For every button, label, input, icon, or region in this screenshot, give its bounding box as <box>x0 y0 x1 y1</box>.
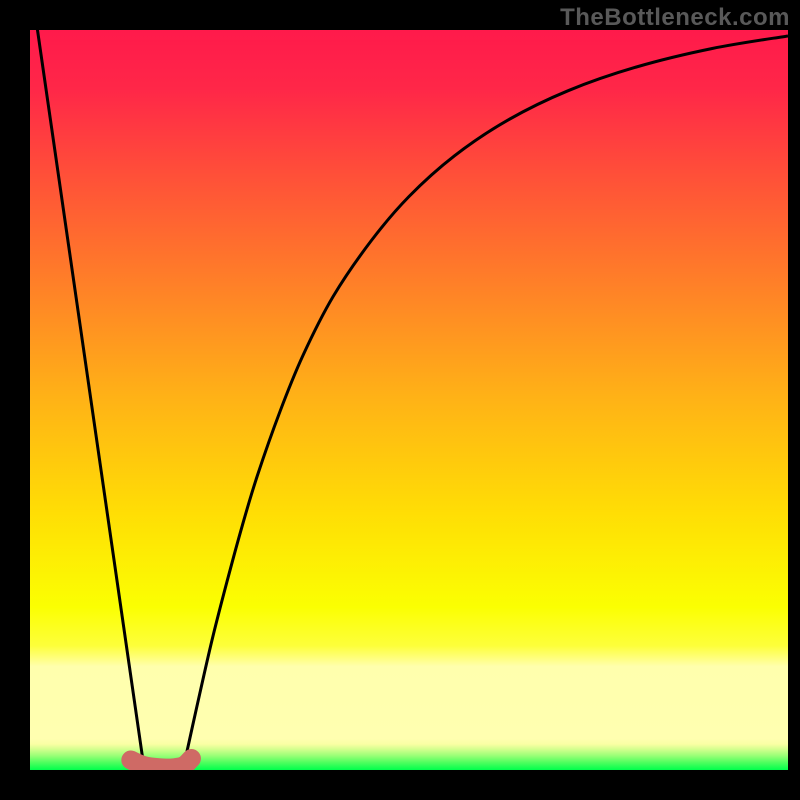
bottleneck-marker <box>131 759 192 769</box>
watermark-text: TheBottleneck.com <box>560 4 790 32</box>
chart-container: { "image": { "width": 800, "height": 800… <box>0 0 800 800</box>
gradient-background <box>30 30 788 770</box>
plot-svg <box>0 0 800 800</box>
